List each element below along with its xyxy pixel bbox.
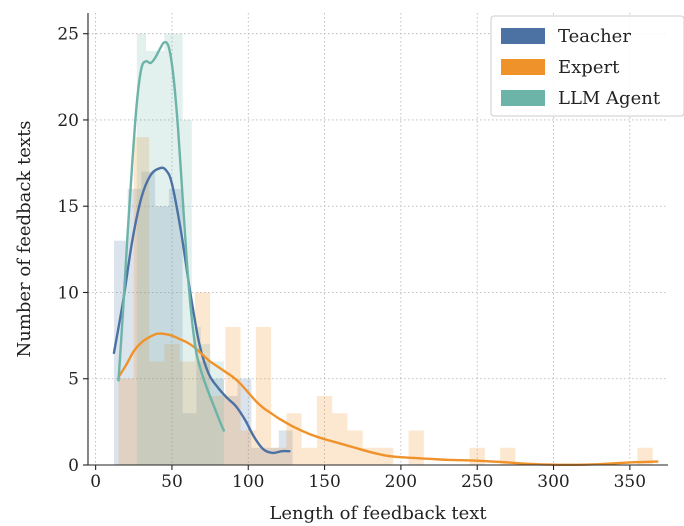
histogram-bar [173,33,183,465]
histogram-bar [240,430,256,465]
x-tick-label: 150 [308,472,340,492]
histogram-bar [286,413,302,465]
x-axis-label: Length of feedback text [269,503,487,524]
histogram-bar [251,447,266,465]
x-tick-label: 300 [537,472,569,492]
legend: Teacher Expert LLM Agent [490,15,684,117]
histogram-bar [149,361,165,465]
y-tick-label: 25 [57,25,79,45]
x-tick-label: 200 [385,472,417,492]
legend-label: Teacher [558,26,631,47]
histogram-bar [127,188,142,465]
grid-lines [88,13,668,466]
histogram-bar [182,413,197,465]
histogram-bar [278,430,293,465]
histogram-bar [155,206,169,465]
histogram-bar [316,395,333,465]
x-tick-label: 250 [461,472,493,492]
histogram-bar [141,171,156,465]
x-tick-label: 100 [232,472,264,492]
x-tick-label: 0 [90,472,101,492]
histogram-bar [146,50,156,466]
y-tick-label: 5 [68,370,79,390]
histogram-bar [301,447,317,465]
x-tick-label: 350 [614,472,646,492]
histogram-bar [164,33,174,465]
kde-line-llm-agent [117,41,226,432]
kde-line-teacher [112,166,291,455]
y-axis-label: Number of feedback texts [14,120,35,357]
histogram-bar [136,33,146,465]
histogram-bar [179,361,195,465]
kde-line-expert [117,332,659,467]
x-tick-label: 50 [161,472,183,492]
legend-swatch [501,90,545,106]
histogram-bar [237,378,252,465]
legend-label: Expert [558,57,620,78]
histogram-bar [500,447,516,465]
histogram-bar [408,430,424,465]
y-tick-label: 20 [57,111,79,131]
histogram-bars [113,33,653,466]
y-tick-label: 15 [57,197,79,217]
histogram-bar [210,378,224,465]
y-tick-label: 0 [68,456,79,476]
legend-label: LLM Agent [558,88,661,109]
histogram-bar [225,326,241,465]
histogram-bar [200,344,211,465]
bars-expert [118,137,653,465]
histogram-bar [469,447,485,465]
tick-labels: 0 50 100 150 200 250 300 350 0 5 10 15 20 25 [57,25,646,492]
histogram-bar [210,395,226,465]
histogram-bar [168,188,183,465]
histogram-bar [332,413,348,465]
histogram-bar [155,50,165,466]
histogram-bar [182,119,192,466]
histogram-bar [223,395,238,465]
kde-curves [112,41,659,467]
histogram-bar [133,137,150,465]
axes [87,13,668,466]
histogram-bar [191,326,201,465]
legend-swatch [501,28,545,44]
histogram-bar [164,344,180,465]
legend-swatch [501,59,545,75]
bars-llm-agent [136,33,224,466]
histogram-bar [118,378,134,465]
histogram-bar [255,326,272,465]
y-tick-label: 10 [57,283,79,303]
